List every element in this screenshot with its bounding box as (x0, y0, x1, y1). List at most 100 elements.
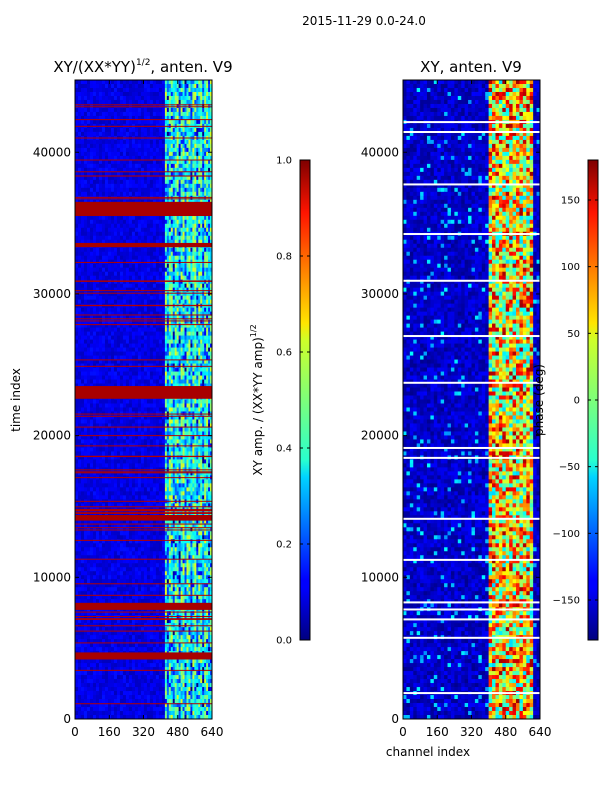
heatmap-cell (119, 231, 124, 237)
heatmap-cell (75, 127, 79, 133)
heatmap-cell (107, 359, 112, 364)
heatmap-cell (140, 111, 145, 117)
heatmap-cell (166, 107, 170, 113)
heatmap-cell (210, 287, 212, 292)
heatmap-cell (155, 107, 160, 113)
heatmap-cell (110, 187, 115, 193)
heatmap-cell (164, 91, 168, 97)
heatmap-cell (140, 95, 145, 101)
heatmap-cell (180, 319, 183, 324)
heatmap-cell (180, 119, 183, 125)
heatmap-cell (202, 383, 205, 388)
heatmap-cell (186, 339, 189, 344)
heatmap-cell (155, 195, 160, 201)
heatmap-cell (80, 167, 85, 173)
heatmap-cell (176, 335, 179, 340)
heatmap-cell (149, 347, 154, 352)
heatmap-cell (198, 419, 201, 424)
heatmap-cell (182, 327, 185, 332)
heatmap-cell (182, 439, 185, 444)
heatmap-cell (140, 259, 145, 265)
heatmap-cell (198, 323, 201, 328)
heatmap-cell (128, 371, 133, 376)
heatmap-cell (172, 187, 176, 193)
heatmap-cell (110, 227, 115, 233)
heatmap-cell (83, 239, 88, 245)
heatmap-cell (86, 83, 91, 89)
heatmap-cell (164, 227, 168, 233)
heatmap-cell (168, 287, 172, 292)
heatmap-cell (196, 119, 199, 125)
heatmap-cell (155, 139, 160, 145)
heatmap-cell (155, 103, 160, 109)
heatmap-cell (208, 91, 211, 97)
heatmap-cell (158, 435, 163, 440)
heatmap-cell (134, 95, 139, 101)
heatmap-cell (149, 183, 154, 189)
heatmap-cell (210, 103, 212, 109)
heatmap-cell (188, 263, 191, 269)
heatmap-cell (192, 319, 195, 324)
heatmap-cell (164, 131, 168, 137)
heatmap-cell (182, 263, 185, 269)
heatmap-cell (166, 439, 170, 444)
heatmap-cell (104, 299, 109, 304)
heatmap-cell (174, 271, 177, 276)
heatmap-cell (83, 291, 88, 296)
heatmap-cell (184, 139, 187, 145)
heatmap-cell (77, 131, 82, 137)
heatmap-cell (83, 403, 88, 408)
heatmap-cell (95, 195, 100, 201)
heatmap-cell (172, 191, 176, 197)
heatmap-cell (110, 239, 115, 245)
heatmap-cell (155, 439, 160, 444)
heatmap-cell (110, 107, 115, 113)
heatmap-cell (188, 195, 191, 201)
heatmap-cell (184, 363, 187, 368)
heatmap-cell (194, 147, 197, 153)
heatmap-cell (210, 431, 212, 436)
heatmap-cell (107, 339, 112, 344)
heatmap-cell (182, 287, 185, 292)
heatmap-cell (155, 355, 160, 360)
heatmap-cell (75, 343, 79, 348)
heatmap-cell (190, 271, 193, 276)
heatmap-cell (101, 83, 106, 89)
heatmap-cell (89, 80, 94, 85)
heatmap-cell (131, 307, 136, 312)
heatmap-cell (89, 287, 94, 292)
heatmap-cell (182, 131, 185, 137)
heatmap-cell (86, 227, 91, 233)
heatmap-cell (196, 403, 199, 408)
heatmap-cell (178, 427, 181, 432)
heatmap-cell (155, 239, 160, 245)
heatmap-cell (143, 323, 148, 328)
heatmap-cell (77, 219, 82, 225)
heatmap-cell (180, 155, 183, 161)
heatmap-cell (113, 295, 118, 300)
heatmap-cell (180, 275, 183, 280)
heatmap-cell (77, 87, 82, 93)
heatmap-cell (75, 187, 79, 193)
heatmap-cell (134, 339, 139, 344)
heatmap-cell (204, 295, 207, 300)
heatmap-cell (146, 163, 151, 169)
heatmap-cell (176, 143, 179, 149)
heatmap-cell (107, 271, 112, 276)
heatmap-cell (174, 351, 177, 356)
heatmap-cell (116, 379, 121, 384)
heatmap-cell (128, 107, 133, 113)
heatmap-cell (155, 83, 160, 89)
heatmap-cell (113, 175, 118, 181)
heatmap-cell (182, 147, 185, 153)
heatmap-cell (119, 347, 124, 352)
heatmap-cell (134, 275, 139, 280)
heatmap-cell (113, 379, 118, 384)
heatmap-cell (198, 223, 201, 229)
heatmap-cell (168, 263, 172, 269)
heatmap-cell (198, 119, 201, 125)
heatmap-cell (158, 223, 163, 229)
heatmap-cell (86, 323, 91, 328)
heatmap-cell (208, 251, 211, 257)
heatmap-cell (104, 435, 109, 440)
